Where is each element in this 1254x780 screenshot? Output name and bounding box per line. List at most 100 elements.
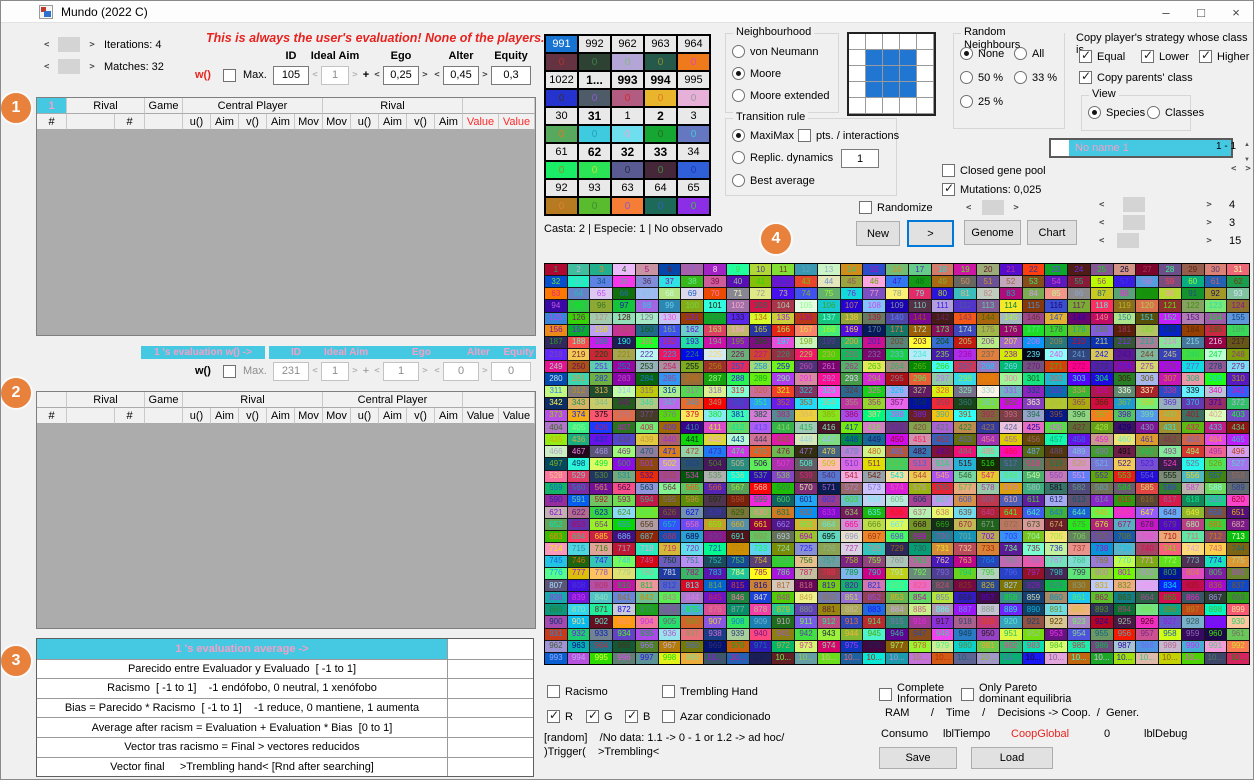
- radio-icon[interactable]: [1014, 71, 1027, 84]
- casta-color-cell[interactable]: 0: [546, 54, 577, 70]
- world-cell[interactable]: 164: [726, 324, 749, 336]
- world-cell[interactable]: 749: [635, 555, 658, 567]
- world-cell[interactable]: 896: [1159, 604, 1181, 616]
- world-cell[interactable]: 212: [1113, 336, 1136, 349]
- world-cell[interactable]: 586: [1159, 482, 1181, 494]
- world-cell[interactable]: 395: [1045, 409, 1068, 421]
- world-cell[interactable]: 361: [977, 397, 999, 409]
- world-cell[interactable]: 479: [840, 446, 863, 458]
- pts-interactions-checkbox[interactable]: pts. / interactions: [798, 129, 899, 142]
- world-cell[interactable]: 757: [817, 555, 840, 567]
- radio-von-neumann[interactable]: von Neumann: [732, 45, 819, 58]
- world-cell[interactable]: 766: [1022, 555, 1045, 567]
- world-cell[interactable]: 445: [772, 434, 795, 446]
- world-cell[interactable]: 321: [772, 385, 795, 397]
- radio-icon[interactable]: [732, 129, 745, 142]
- world-cell[interactable]: 57: [1113, 276, 1136, 288]
- world-cell[interactable]: 579: [999, 482, 1022, 494]
- world-cell[interactable]: 754: [749, 555, 772, 567]
- world-cell[interactable]: 602: [817, 494, 840, 507]
- world-cell[interactable]: 236: [954, 349, 977, 361]
- world-cell[interactable]: 30: [1204, 264, 1227, 276]
- world-cell[interactable]: 286: [681, 373, 704, 385]
- higher-checkbox[interactable]: Higher: [1199, 48, 1249, 63]
- world-cell[interactable]: 623: [590, 507, 613, 519]
- world-cell[interactable]: 486: [999, 446, 1022, 458]
- world-cell[interactable]: 141: [908, 312, 931, 324]
- world-cell[interactable]: 556: [1181, 470, 1204, 482]
- world-cell[interactable]: 727: [840, 543, 863, 555]
- scroll-left-icon[interactable]: [41, 62, 52, 72]
- world-cell[interactable]: 989: [1159, 640, 1181, 652]
- world-cell[interactable]: 702: [977, 531, 999, 543]
- world-cell[interactable]: 537: [749, 470, 772, 482]
- world-cell[interactable]: 615: [1113, 494, 1136, 507]
- world-cell[interactable]: 191: [635, 336, 658, 349]
- world-cell[interactable]: 875: [681, 604, 704, 616]
- world-cell[interactable]: 966: [635, 640, 658, 652]
- world-cell[interactable]: 514: [931, 458, 954, 470]
- column-header[interactable]: Mov: [323, 114, 351, 130]
- world-cell[interactable]: 719: [658, 543, 681, 555]
- world-cell[interactable]: 132: [704, 312, 726, 324]
- casta-color-cell[interactable]: 0: [546, 198, 577, 214]
- casta-id-cell[interactable]: 962: [612, 36, 643, 52]
- world-cell[interactable]: 308: [1181, 373, 1204, 385]
- world-cell[interactable]: 826: [977, 579, 999, 592]
- world-cell[interactable]: 835: [1181, 579, 1204, 592]
- world-cell[interactable]: 439: [635, 434, 658, 446]
- world-cell[interactable]: 572: [840, 482, 863, 494]
- world-cell[interactable]: 978: [908, 640, 931, 652]
- column-group-header[interactable]: Game: [145, 392, 183, 408]
- world-cell[interactable]: 98: [635, 300, 658, 312]
- world-cell[interactable]: 592: [590, 494, 613, 507]
- casta-color-cell[interactable]: 0: [678, 90, 709, 106]
- world-cell[interactable]: 765: [999, 555, 1022, 567]
- world-cell[interactable]: 108: [863, 300, 886, 312]
- world-cell[interactable]: 202: [886, 336, 908, 349]
- world-cell[interactable]: 35: [613, 276, 635, 288]
- world-cell[interactable]: 798: [1045, 567, 1068, 579]
- world-cell[interactable]: 233: [886, 349, 908, 361]
- world-cell[interactable]: 443: [726, 434, 749, 446]
- world-cell[interactable]: 269: [999, 361, 1022, 373]
- world-cell[interactable]: 536: [726, 470, 749, 482]
- world-cell[interactable]: 609: [977, 494, 999, 507]
- world-cell[interactable]: 645: [1090, 507, 1113, 519]
- world-cell[interactable]: 207: [999, 336, 1022, 349]
- world-cell[interactable]: 362: [999, 397, 1022, 409]
- world-cell[interactable]: 855: [931, 592, 954, 604]
- world-cell[interactable]: 421: [931, 421, 954, 434]
- mutations-checkbox[interactable]: Mutations: 0,025: [942, 181, 1041, 196]
- world-cell[interactable]: 124: [1227, 300, 1249, 312]
- world-cell[interactable]: 644: [1068, 507, 1090, 519]
- world-cell[interactable]: 525: [1181, 458, 1204, 470]
- world-cell[interactable]: 10...: [977, 652, 999, 664]
- world-cell[interactable]: 484: [954, 446, 977, 458]
- world-cell[interactable]: 968: [681, 640, 704, 652]
- world-cell[interactable]: 111: [931, 300, 954, 312]
- world-cell[interactable]: 512: [886, 458, 908, 470]
- world-cell[interactable]: 325: [863, 385, 886, 397]
- world-cell[interactable]: 313: [590, 385, 613, 397]
- world-cell[interactable]: 547: [977, 470, 999, 482]
- world-cell[interactable]: 513: [908, 458, 931, 470]
- world-cell[interactable]: 166: [772, 324, 795, 336]
- world-cell[interactable]: 520: [1068, 458, 1090, 470]
- world-cell[interactable]: 56: [1090, 276, 1113, 288]
- world-cell[interactable]: 598: [726, 494, 749, 507]
- world-cell[interactable]: 162: [681, 324, 704, 336]
- world-cell[interactable]: 936: [658, 628, 681, 640]
- world-cell[interactable]: 887: [954, 604, 977, 616]
- world-cell[interactable]: 946: [886, 628, 908, 640]
- world-cell[interactable]: 594: [635, 494, 658, 507]
- world-cell[interactable]: 178: [1045, 324, 1068, 336]
- world-cell[interactable]: 453: [954, 434, 977, 446]
- world-cell[interactable]: 601: [795, 494, 817, 507]
- radio-moore-extended[interactable]: Moore extended: [732, 89, 830, 102]
- world-cell[interactable]: 351: [749, 397, 772, 409]
- world-cell[interactable]: 433: [1204, 421, 1227, 434]
- casta-color-cell[interactable]: 0: [678, 198, 709, 214]
- scroll-right-icon[interactable]: [1203, 200, 1214, 210]
- world-cell[interactable]: 291: [795, 373, 817, 385]
